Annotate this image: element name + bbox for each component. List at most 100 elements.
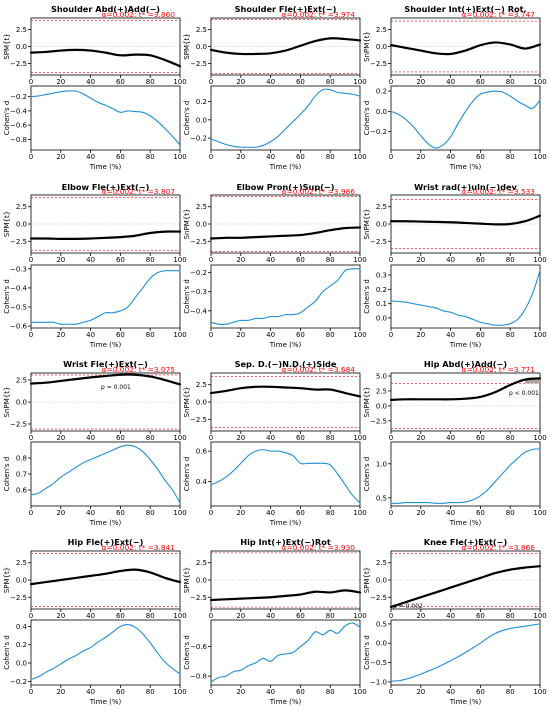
cohen-axes-frame <box>390 264 541 329</box>
x-tick-label: 60 <box>296 612 305 620</box>
x-tick-label: 20 <box>416 434 425 442</box>
x-tick-label: 100 <box>353 612 366 620</box>
threshold-label: α=0.002: t* =3.930 <box>282 543 356 552</box>
x-axis-label: Time (%) <box>449 519 482 527</box>
x-tick-label: 100 <box>353 78 366 86</box>
x-tick-label: 40 <box>446 78 455 86</box>
x-tick-label: 20 <box>236 612 245 620</box>
cohens-d-curve <box>390 448 541 504</box>
x-tick-label: 20 <box>236 78 245 86</box>
x-tick-label: 20 <box>416 509 425 517</box>
y-tick-label: 2.5 <box>16 377 27 385</box>
threshold-label: α=0.002: t* =3.986 <box>282 187 356 196</box>
y-tick-label: 0.2 <box>376 88 387 96</box>
x-tick-label: 60 <box>476 153 485 161</box>
x-tick-label: 0 <box>389 256 393 264</box>
x-tick-label: 20 <box>56 331 65 339</box>
x-tick-label: 40 <box>86 612 95 620</box>
x-tick-label: 20 <box>416 688 425 696</box>
spm-t-curve <box>29 230 182 240</box>
y-tick-label: 0.4 <box>16 623 28 631</box>
cohen-y-axis-label: Cohen's d <box>3 279 11 314</box>
x-tick-label: 80 <box>146 153 155 161</box>
x-tick-label: 60 <box>476 434 485 442</box>
y-tick-label: −0.5 <box>370 659 387 667</box>
y-tick-label: −2.5 <box>370 60 387 68</box>
y-tick-label: −2.5 <box>190 594 207 602</box>
x-tick-label: 20 <box>56 688 65 696</box>
x-tick-label: 40 <box>446 509 455 517</box>
y-tick-label: 0.2 <box>196 98 207 106</box>
y-tick-label: 0.0 <box>376 221 387 229</box>
x-tick-label: 20 <box>236 688 245 696</box>
y-tick-label: −2.5 <box>10 60 27 68</box>
y-tick-label: 1.0 <box>376 460 387 468</box>
spm-y-axis-label: SPM{t} <box>3 33 11 59</box>
threshold-label: α=0.002: t* =3.841 <box>102 543 176 552</box>
x-tick-label: 0 <box>29 331 33 339</box>
x-tick-label: 100 <box>173 612 186 620</box>
spm-t-curve <box>29 48 182 68</box>
y-tick-label: −2.5 <box>190 60 207 68</box>
x-tick-label: 60 <box>296 434 305 442</box>
x-tick-label: 100 <box>533 331 546 339</box>
x-tick-label: 20 <box>416 78 425 86</box>
x-tick-label: 60 <box>296 688 305 696</box>
x-tick-label: 80 <box>326 509 335 517</box>
spm-y-axis-label: SnPM{t} <box>183 387 191 418</box>
spm-y-axis-label: SPM{t} <box>363 567 371 593</box>
cohen-axes-frame <box>210 85 361 151</box>
x-tick-label: 0 <box>29 612 33 620</box>
spm-y-axis-label: SnPM{t} <box>363 31 371 62</box>
subplot-2: Shoulder Int(+)Ext(−) Rot. −2.5 0.0 2.5 0 20 4… <box>363 4 547 171</box>
cohen-y-axis-label: Cohen's d <box>3 101 11 136</box>
y-tick-label: 0.0 <box>16 221 27 229</box>
x-tick-label: 100 <box>353 509 366 517</box>
spm-y-axis-label: SnPM{t} <box>3 387 11 418</box>
y-tick-label: −2.5 <box>190 238 207 246</box>
spm-y-axis-label: SPM{t} <box>3 211 11 237</box>
subplot-title: Elbow Fle(+)Ext(−) <box>62 182 150 192</box>
cohens-d-curve <box>210 268 361 325</box>
x-axis-label: Time (%) <box>449 341 482 349</box>
x-tick-label: 80 <box>506 78 515 86</box>
x-tick-label: 100 <box>173 78 186 86</box>
x-tick-label: 100 <box>173 256 186 264</box>
y-tick-label: 2.5 <box>196 203 207 211</box>
x-tick-label: 40 <box>86 153 95 161</box>
subplot-9: Hip Fle(+)Ext(−) −2.5 0.0 2.5 0 20 40 60 80 100 SP… <box>3 537 187 706</box>
y-tick-label: −0.2 <box>190 269 207 277</box>
x-tick-label: 40 <box>266 256 275 264</box>
threshold-label: α=0.002: t* =3.866 <box>462 543 536 552</box>
x-tick-label: 100 <box>533 509 546 517</box>
y-tick-label: −0.2 <box>10 93 27 101</box>
x-axis-label: Time (%) <box>269 341 302 349</box>
x-tick-label: 60 <box>116 78 125 86</box>
y-tick-label: −0.6 <box>190 643 208 651</box>
y-tick-label: 2.5 <box>16 26 27 34</box>
y-tick-label: −2.5 <box>370 417 387 425</box>
subplot-title: Hip Abd(+)Add(−) <box>424 359 507 369</box>
x-tick-label: 100 <box>533 612 546 620</box>
x-tick-label: 40 <box>266 153 275 161</box>
y-tick-label: 0.0 <box>196 43 207 51</box>
p-value-label: p < 0.001 <box>509 390 539 397</box>
subplot-title: Sep. D.(−)N.D.(+)Side <box>235 359 337 369</box>
cohens-d-curve <box>210 622 361 683</box>
x-tick-label: 100 <box>173 688 186 696</box>
threshold-label: α=0.002: t* =3.747 <box>462 10 536 19</box>
y-tick-label: −0.5 <box>10 304 27 312</box>
subplot-0: Shoulder Abd(+)Add(−) −2.5 0.0 2.5 0 20 40 60 80… <box>3 4 187 171</box>
x-tick-label: 0 <box>29 153 33 161</box>
x-tick-label: 40 <box>86 434 95 442</box>
y-tick-label: 0.6 <box>196 448 208 456</box>
cohen-axes-frame <box>30 85 181 151</box>
y-tick-label: 0.0 <box>16 43 27 51</box>
x-tick-label: 20 <box>236 256 245 264</box>
p-value-label: p = 0.001 <box>101 384 131 391</box>
x-tick-label: 40 <box>86 688 95 696</box>
cohen-axes-frame <box>210 264 361 329</box>
x-tick-label: 60 <box>476 256 485 264</box>
x-tick-label: 20 <box>56 153 65 161</box>
cohen-axes-frame <box>30 264 181 329</box>
